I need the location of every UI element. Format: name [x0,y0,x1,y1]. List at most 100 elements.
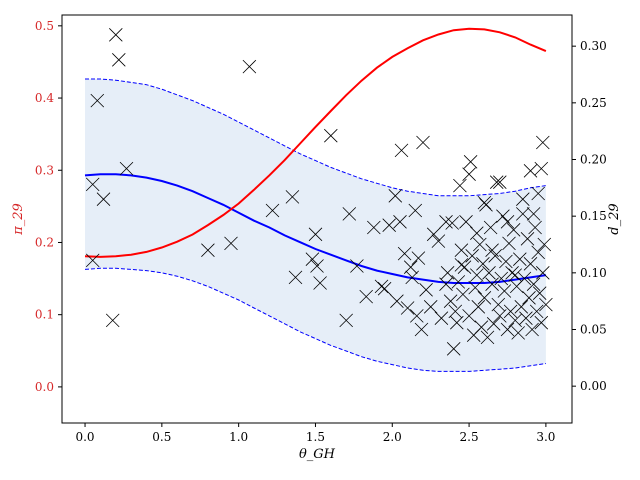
data-point-marker [451,275,466,289]
data-point-marker [503,304,518,319]
right-y-axis: 0.00 0.05 0.10 0.15 0.20 0.25 0.30 [572,39,607,393]
data-point-marker [468,280,482,295]
left-y-tick-label: 0.5 [35,19,54,33]
data-point-marker [522,291,536,305]
plot-area-frame [61,14,573,424]
mean-curve-line [84,173,547,284]
data-point-marker [419,283,433,297]
data-point-marker [450,315,464,330]
data-point-marker [477,195,492,210]
data-point-marker [453,178,467,193]
x-tick-label: 0.5 [152,430,171,444]
data-point-marker [479,198,493,212]
data-point-marker [85,253,100,268]
data-point-marker [350,259,364,273]
right-y-tick-label: 0.05 [580,323,607,337]
data-point-marker [377,281,392,296]
x-tick-label: 1.0 [229,430,248,444]
left-y-tick-label: 0.2 [35,235,54,249]
data-point-marker [85,177,100,192]
data-point-marker [411,251,426,265]
data-point-marker [416,135,430,150]
data-point-marker [109,28,123,42]
data-point-marker [470,226,484,240]
data-point-marker [534,161,549,176]
data-point-marker [342,207,357,221]
data-point-marker [397,246,412,261]
data-point-marker [410,309,424,323]
data-point-marker [519,311,533,325]
data-point-marker [531,186,545,201]
data-point-marker [308,227,323,242]
x-axis: 0.0 0.5 1.0 1.5 2.0 2.5 3.0 [75,423,555,444]
data-point-marker [426,227,441,242]
data-point-marker [288,270,303,285]
data-point-marker [497,284,512,298]
data-point-marker [439,215,453,229]
curve-layer [84,27,547,284]
data-point-marker [531,245,545,260]
data-point-marker [359,289,373,304]
data-point-marker [494,271,509,286]
right-y-tick-label: 0.00 [580,379,607,393]
data-point-marker [463,155,478,169]
data-point-marker [454,258,469,272]
data-point-marker [423,300,438,314]
data-point-marker [367,220,381,235]
data-point-marker [96,192,111,206]
right-y-tick-label: 0.10 [580,266,607,280]
right-y-tick-label: 0.25 [580,96,607,110]
data-point-marker [508,268,522,282]
data-point-marker [456,287,470,302]
data-point-marker [285,190,300,204]
data-point-marker [499,254,513,269]
data-point-marker [483,220,498,235]
data-point-marker [443,294,458,308]
data-point-marker [310,259,324,273]
data-point-marker [390,294,404,308]
data-point-marker [482,266,496,280]
data-point-marker [459,215,473,229]
data-point-marker [414,322,429,337]
data-point-marker [242,59,257,74]
data-point-marker [485,277,499,291]
data-point-marker [440,266,455,280]
data-point-marker [305,252,320,266]
data-point-marker [493,175,507,189]
x-tick-label: 2.5 [460,430,479,444]
data-point-marker [431,234,446,248]
data-point-marker [405,270,419,285]
data-point-marker [491,297,506,312]
marker-layer [85,28,553,356]
data-point-marker [465,249,479,263]
data-point-marker [486,317,501,331]
confidence-band-fill [85,79,546,372]
data-point-marker [520,232,535,246]
data-point-marker [457,260,472,274]
right-y-tick-label: 0.20 [580,153,607,167]
data-point-marker [476,257,490,271]
data-point-marker [470,268,484,282]
data-point-marker [502,236,516,251]
data-point-marker [516,207,530,221]
data-point-marker [445,216,459,230]
data-point-marker [400,301,415,315]
x-axis-label: θ_GH [299,447,336,462]
data-point-marker [382,218,396,232]
x-tick-label: 2.0 [383,430,402,444]
data-point-marker [536,135,550,150]
data-point-marker [265,203,280,218]
data-point-marker [374,279,389,294]
data-point-marker [339,313,353,328]
x-axis-label-group: θ_GH [299,447,336,462]
left-y-tick-label: 0.0 [35,380,54,394]
data-point-marker [526,277,541,291]
data-point-marker [529,304,544,319]
right-y-axis-label: d_29 [607,203,622,234]
data-point-marker [489,175,504,189]
x-tick-label: 3.0 [536,430,555,444]
x-tick-label: 0.0 [75,430,94,444]
data-point-marker [534,315,549,330]
data-point-marker [462,167,476,181]
